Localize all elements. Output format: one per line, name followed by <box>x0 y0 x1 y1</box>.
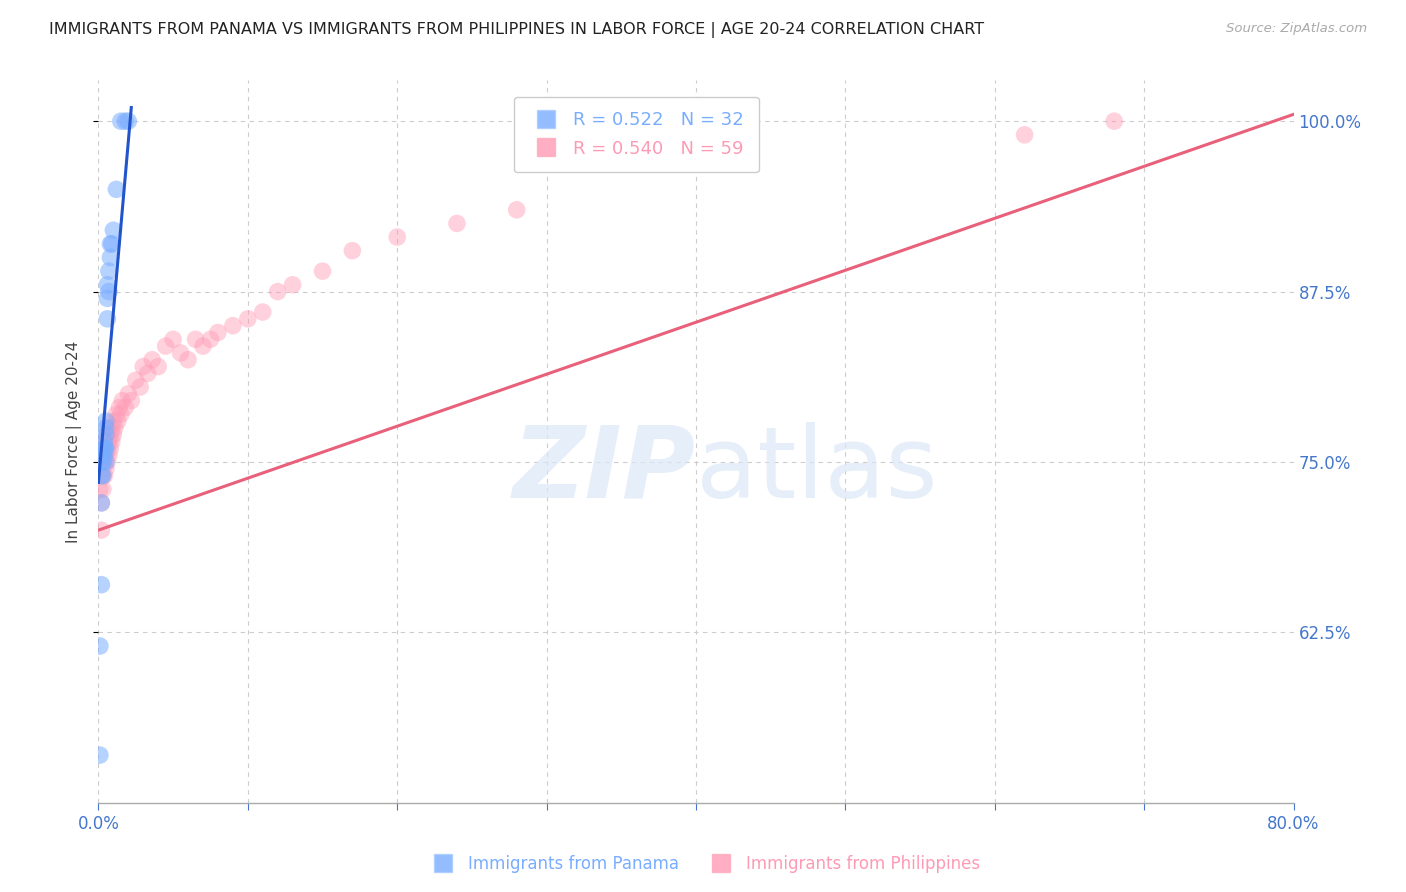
Point <box>96 455 118 469</box>
Point <box>90 496 112 510</box>
Point <box>91 482 114 496</box>
Point <box>105 407 128 421</box>
Point <box>104 421 127 435</box>
Point <box>177 352 200 367</box>
Point <box>129 380 152 394</box>
Text: atlas: atlas <box>696 422 938 519</box>
Point <box>342 244 364 258</box>
Point <box>97 434 120 449</box>
Point <box>93 442 115 456</box>
Point <box>90 496 112 510</box>
Point <box>94 448 117 462</box>
Point <box>107 414 129 428</box>
Point <box>101 421 124 435</box>
Text: IMMIGRANTS FROM PANAMA VS IMMIGRANTS FROM PHILIPPINES IN LABOR FORCE | AGE 20-24: IMMIGRANTS FROM PANAMA VS IMMIGRANTS FRO… <box>49 22 984 38</box>
Point <box>90 523 112 537</box>
Point <box>191 339 214 353</box>
Text: ZIP: ZIP <box>513 422 696 519</box>
Point <box>110 114 132 128</box>
Point <box>89 482 111 496</box>
Point <box>136 367 159 381</box>
Point <box>94 414 117 428</box>
Point <box>103 223 125 237</box>
Point <box>91 468 114 483</box>
Point <box>103 414 125 428</box>
Point <box>91 448 114 462</box>
Point <box>98 251 122 265</box>
Point <box>101 236 124 251</box>
Y-axis label: In Labor Force | Age 20-24: In Labor Force | Age 20-24 <box>66 341 83 542</box>
Point <box>90 455 112 469</box>
Point <box>506 202 529 217</box>
Point <box>222 318 245 333</box>
Point <box>155 339 177 353</box>
Point <box>91 455 114 469</box>
Point <box>148 359 170 374</box>
Point <box>111 393 134 408</box>
Point <box>162 332 184 346</box>
Point <box>97 285 120 299</box>
Point <box>94 427 117 442</box>
Point <box>207 326 229 340</box>
Point <box>93 442 115 456</box>
Point <box>89 639 111 653</box>
Point <box>93 468 115 483</box>
Point <box>110 407 132 421</box>
Point <box>117 114 139 128</box>
Point <box>120 393 142 408</box>
Point <box>94 455 117 469</box>
Point <box>103 427 125 442</box>
Point <box>97 421 120 435</box>
Point <box>96 277 118 292</box>
Point <box>93 455 115 469</box>
Point <box>94 462 117 476</box>
Point <box>96 427 118 442</box>
Text: Source: ZipAtlas.com: Source: ZipAtlas.com <box>1226 22 1367 36</box>
Point <box>184 332 207 346</box>
Point <box>98 236 122 251</box>
Point <box>97 448 120 462</box>
Point <box>93 448 115 462</box>
Point <box>267 285 290 299</box>
Point <box>169 346 191 360</box>
Point <box>90 577 112 591</box>
Point <box>132 359 155 374</box>
Point <box>108 401 131 415</box>
Point <box>91 468 114 483</box>
Point <box>117 387 139 401</box>
Point <box>93 448 115 462</box>
Point <box>96 292 118 306</box>
Point <box>96 442 118 456</box>
Point <box>94 434 117 449</box>
Point <box>446 216 468 230</box>
Legend: R = 0.522   N = 32, R = 0.540   N = 59: R = 0.522 N = 32, R = 0.540 N = 59 <box>513 96 759 172</box>
Point <box>91 442 114 456</box>
Point <box>125 373 148 387</box>
Point <box>311 264 333 278</box>
Point <box>252 305 274 319</box>
Point <box>101 434 124 449</box>
Point <box>1014 128 1036 142</box>
Point <box>281 277 304 292</box>
Point <box>114 114 136 128</box>
Point <box>91 455 114 469</box>
Point <box>105 182 128 196</box>
Point <box>236 311 259 326</box>
Point <box>1104 114 1126 128</box>
Point <box>94 442 117 456</box>
Point <box>200 332 222 346</box>
Point <box>141 352 163 367</box>
Point <box>98 442 122 456</box>
Point <box>114 401 136 415</box>
Point <box>90 468 112 483</box>
Point <box>93 434 115 449</box>
Point <box>89 748 111 763</box>
Point <box>97 264 120 278</box>
Point <box>94 421 117 435</box>
Legend: Immigrants from Panama, Immigrants from Philippines: Immigrants from Panama, Immigrants from … <box>419 848 987 880</box>
Point <box>385 230 409 244</box>
Point <box>96 311 118 326</box>
Point <box>98 427 122 442</box>
